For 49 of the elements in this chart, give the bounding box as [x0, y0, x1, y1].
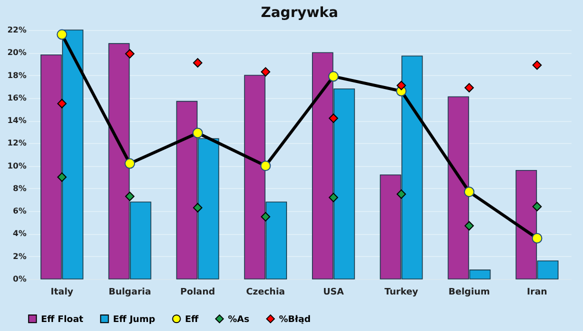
- y-tick-label: 20%: [7, 48, 26, 58]
- point: [396, 189, 406, 199]
- point: [192, 128, 203, 138]
- point: [328, 192, 338, 202]
- point: [464, 221, 474, 230]
- y-tick-label: 18%: [7, 70, 26, 80]
- point: [125, 49, 134, 58]
- x-tick-label: Poland: [180, 288, 216, 298]
- legend-label: Eff: [185, 314, 200, 325]
- x-tick-label: Czechia: [246, 288, 285, 298]
- point: [124, 158, 136, 169]
- point: [396, 80, 406, 90]
- y-tick-label: 12%: [7, 138, 26, 148]
- point: [56, 29, 68, 40]
- point: [532, 202, 542, 212]
- point: [260, 160, 271, 172]
- point: [328, 114, 338, 123]
- point: [464, 83, 474, 92]
- x-tick-label: Iran: [526, 288, 548, 298]
- x-tick-label: Belgium: [448, 288, 490, 298]
- point: [260, 212, 270, 222]
- point: [193, 58, 202, 68]
- point: [57, 98, 67, 108]
- point: [328, 71, 339, 82]
- y-tick-label: 6%: [12, 206, 26, 216]
- y-tick-label: 2%: [12, 252, 26, 261]
- x-tick-label: USA: [323, 288, 344, 298]
- x-tick-label: Italy: [50, 288, 74, 298]
- y-tick-label: 22%: [7, 26, 26, 34]
- point: [464, 186, 474, 198]
- chart-title: Zagrywka: [260, 5, 338, 21]
- point: [125, 192, 134, 202]
- point: [193, 203, 202, 212]
- y-tick-label: 14%: [7, 116, 26, 126]
- y-tick-label: 8%: [12, 184, 26, 193]
- legend-label: Eff Float: [41, 314, 84, 325]
- x-tick-label: Turkey: [384, 288, 418, 298]
- legend-label: %Błąd: [279, 314, 311, 325]
- point: [260, 67, 270, 77]
- legend-label: %As: [228, 314, 250, 325]
- point: [532, 60, 542, 70]
- x-tick-label: Bulgaria: [108, 288, 152, 298]
- y-tick-label: 10%: [7, 161, 26, 170]
- y-tick-label: 4%: [12, 229, 26, 238]
- y-tick-label: 16%: [7, 93, 26, 102]
- legend-label: Eff Jump: [113, 314, 156, 325]
- point: [532, 233, 542, 244]
- y-tick-label: 0%: [12, 274, 26, 284]
- point: [57, 172, 67, 182]
